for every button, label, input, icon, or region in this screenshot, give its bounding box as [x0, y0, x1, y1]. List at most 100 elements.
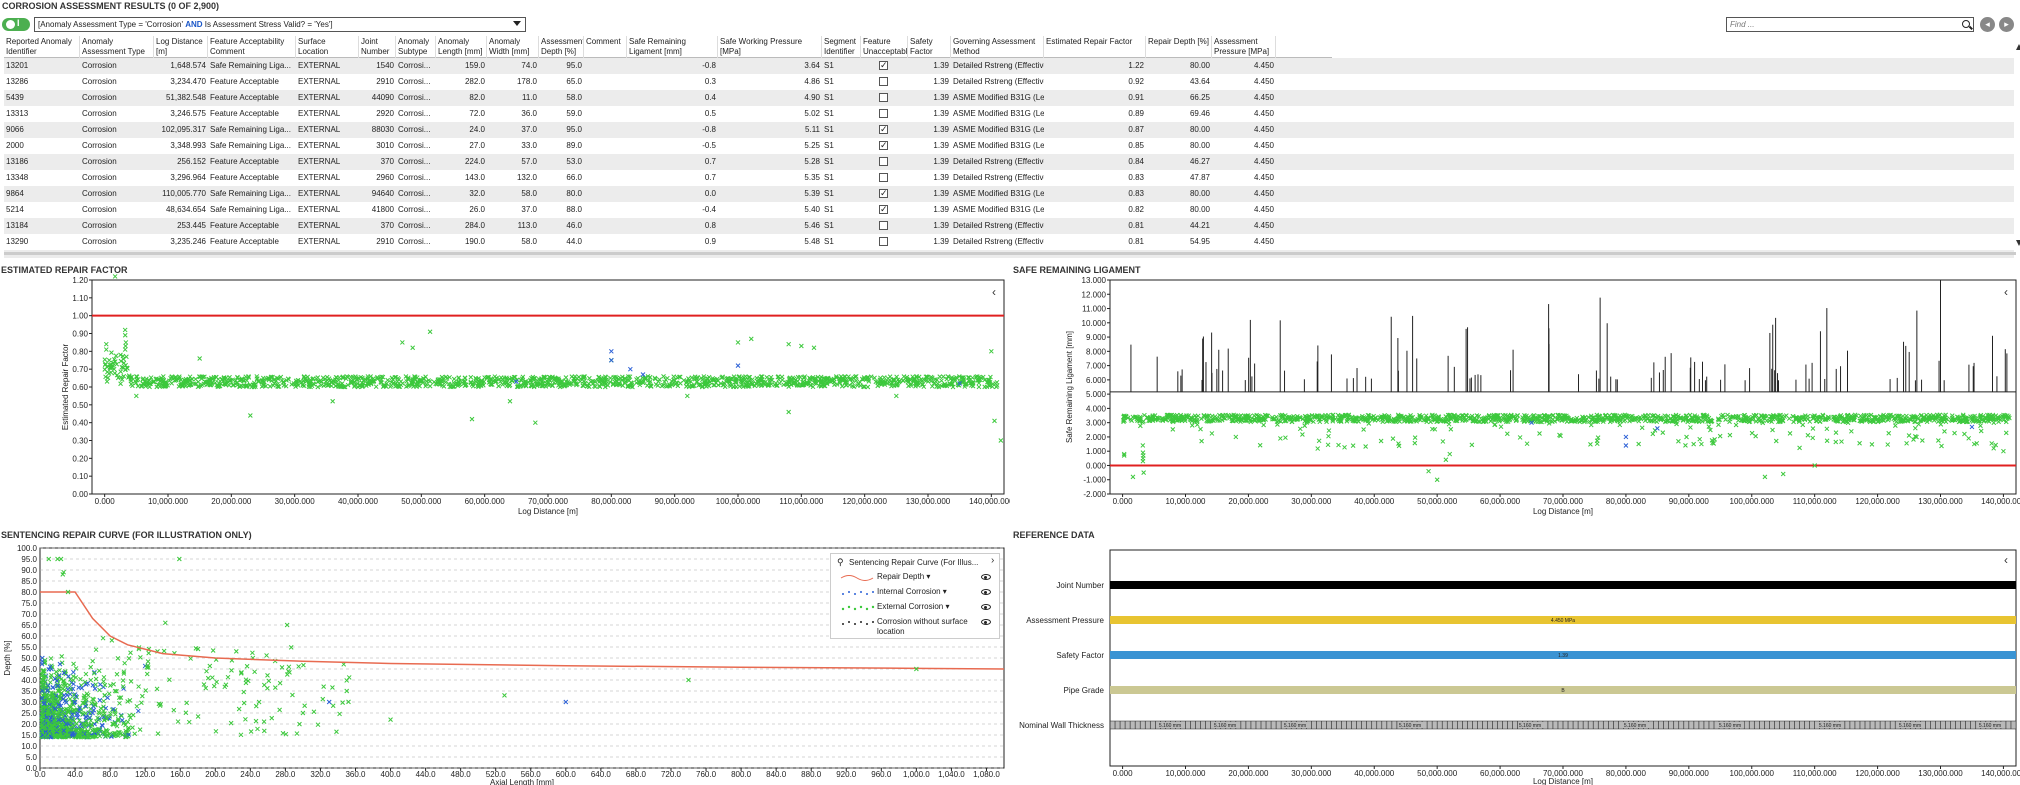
feature-unacceptable-checkbox[interactable] — [879, 173, 888, 182]
table-row[interactable]: 13290 Corrosion 3,235.246 Feature Acceptabl… — [4, 234, 2014, 250]
table-row[interactable]: 13186 Corrosion 256.152 Feature Acceptable E… — [4, 154, 2014, 170]
corrosion-point — [130, 725, 135, 730]
column-header[interactable]: Feature Acceptability Comment — [208, 36, 296, 58]
feature-unacceptable-checkbox[interactable] — [879, 77, 888, 86]
external-corrosion-point — [1569, 417, 1575, 422]
column-header[interactable]: Safety Factor — [908, 36, 951, 58]
column-header[interactable]: Anomaly Subtype — [396, 36, 436, 58]
eye-icon[interactable] — [981, 604, 991, 610]
column-header[interactable]: Comment — [584, 36, 627, 58]
table-row[interactable]: 13348 Corrosion 3,296.964 Feature Acceptabl… — [4, 170, 2014, 186]
table-cell: S1 — [824, 221, 834, 230]
table-row[interactable]: 5439 Corrosion 51,382.548 Feature Acceptabl… — [4, 90, 2014, 106]
external-corrosion-point — [832, 382, 837, 388]
column-header[interactable]: Surface Location — [296, 36, 359, 58]
feature-unacceptable-checkbox[interactable] — [879, 93, 888, 102]
chevron-right-icon[interactable]: › — [991, 555, 995, 566]
eye-icon[interactable] — [981, 619, 991, 625]
table-header: Reported Anomaly Identifier Anomaly Asses… — [4, 36, 1332, 58]
feature-unacceptable-checkbox[interactable] — [879, 221, 888, 230]
collapse-right-button[interactable]: ▸ — [1999, 17, 2014, 32]
table-row[interactable]: 9864 Corrosion 110,005.770 Safe Remaining L… — [4, 186, 2014, 202]
search-icon[interactable] — [1962, 20, 1970, 28]
table-cell: 4.450 — [1253, 109, 1274, 118]
external-corrosion-point — [261, 719, 267, 724]
legend-no-surface[interactable]: Corrosion without surface location — [877, 617, 968, 636]
table-row[interactable]: 2000 Corrosion 3,348.993 Safe Remaining Lig… — [4, 138, 2014, 154]
external-corrosion-point — [1238, 417, 1244, 422]
legend-repair-depth[interactable]: Repair Depth ▾ — [877, 572, 931, 581]
chevron-left-icon[interactable]: ‹ — [2004, 285, 2008, 299]
collapse-left-button[interactable]: ◂ — [1980, 17, 1995, 32]
table-row[interactable]: 13201 Corrosion 1,648.574 Safe Remaining Li… — [4, 58, 2014, 74]
column-header[interactable]: Governing Assessment Method — [951, 36, 1044, 58]
external-corrosion-point — [139, 384, 144, 389]
column-header[interactable]: Safe Working Pressure [MPa] — [718, 36, 822, 58]
column-header[interactable]: Safe Remaining Ligament [mm] — [627, 36, 718, 58]
filter-toggle[interactable]: I — [2, 18, 30, 31]
y-tick-label: 4.000 — [1086, 404, 1107, 413]
feature-unacceptable-checkbox[interactable]: ✓ — [879, 188, 888, 198]
feature-unacceptable-checkbox[interactable] — [879, 109, 888, 118]
external-corrosion-point — [283, 383, 289, 389]
column-header[interactable]: Estimated Repair Factor — [1044, 36, 1146, 58]
chevron-left-icon[interactable]: ‹ — [992, 285, 996, 299]
estimated-repair-factor-chart[interactable]: 0.000.100.200.300.400.500.600.700.800.90… — [0, 272, 1010, 522]
table-row[interactable]: 5214 Corrosion 48,634.654 Safe Remaining Li… — [4, 202, 2014, 218]
external-corrosion-point — [1377, 414, 1382, 420]
legend-external-corrosion[interactable]: External Corrosion ▾ — [877, 602, 950, 611]
table-scrollbar[interactable] — [2016, 36, 2020, 254]
column-header[interactable]: Assessment Depth [%] — [541, 36, 584, 58]
x-tick-label: 1,040.0 — [938, 770, 965, 779]
table-cell: 5.46 — [804, 221, 820, 230]
table-row[interactable]: 13313 Corrosion 3,246.575 Feature Acceptabl… — [4, 106, 2014, 122]
column-header[interactable]: Reported Anomaly Identifier — [4, 36, 80, 58]
external-corrosion-point — [197, 356, 203, 361]
external-corrosion-point — [1938, 422, 1944, 427]
filter-expression-dropdown[interactable]: [Anomaly Assessment Type = 'Corrosion' A… — [34, 17, 526, 32]
external-corrosion-point — [336, 378, 342, 383]
feature-unacceptable-checkbox[interactable]: ✓ — [879, 140, 888, 150]
series-1 — [1529, 420, 1975, 448]
table-row[interactable]: 13286 Corrosion 3,234.470 Feature Acceptabl… — [4, 74, 2014, 90]
corrosion-point — [101, 698, 107, 704]
column-header[interactable]: Anomaly Assessment Type — [80, 36, 154, 58]
external-corrosion-point — [261, 682, 267, 688]
feature-unacceptable-checkbox[interactable]: ✓ — [879, 204, 888, 214]
column-header[interactable]: Log Distance [m] — [154, 36, 208, 58]
column-header[interactable]: Segment Identifier — [822, 36, 861, 58]
legend-internal-corrosion[interactable]: Internal Corrosion ▾ — [877, 587, 947, 596]
external-corrosion-point — [1311, 419, 1316, 425]
column-header[interactable]: Feature Unacceptable — [863, 36, 908, 58]
feature-unacceptable-checkbox[interactable]: ✓ — [879, 60, 888, 70]
feature-unacceptable-checkbox[interactable]: ✓ — [879, 124, 888, 134]
column-header[interactable]: Repair Depth [%] — [1146, 36, 1212, 58]
external-corrosion-point — [112, 359, 118, 364]
x-tick-label: 880.0 — [801, 770, 822, 779]
x-tick-label: 560.0 — [521, 770, 542, 779]
external-corrosion-point — [440, 377, 445, 383]
column-header[interactable]: Anomaly Width [mm] — [487, 36, 539, 58]
find-input[interactable]: Find ... — [1726, 17, 1974, 32]
external-corrosion-point — [211, 683, 217, 689]
external-corrosion-point — [746, 374, 752, 380]
eye-icon[interactable] — [981, 574, 991, 580]
table-row[interactable]: 9066 Corrosion 102,095.317 Safe Remaining L… — [4, 122, 2014, 138]
safe-remaining-ligament-chart[interactable]: -2.000-1.0000.0001.0002.0003.0004.0005.0… — [1010, 272, 2020, 522]
table-horizontal-scrollbar[interactable] — [4, 252, 2016, 255]
chevron-left-icon[interactable]: ‹ — [2004, 553, 2008, 567]
feature-unacceptable-checkbox[interactable] — [879, 157, 888, 166]
external-corrosion-point — [202, 379, 208, 384]
feature-unacceptable-checkbox[interactable] — [879, 237, 888, 246]
external-corrosion-point — [1861, 412, 1867, 418]
column-header[interactable]: Anomaly Length [mm] — [436, 36, 487, 58]
external-corrosion-point — [1242, 413, 1248, 419]
column-header[interactable]: Assessment Pressure [MPa] — [1212, 36, 1276, 58]
column-header[interactable]: Joint Number — [359, 36, 396, 58]
external-corrosion-point — [1564, 413, 1569, 419]
table-row[interactable]: 13184 Corrosion 253.445 Feature Acceptable E… — [4, 218, 2014, 234]
eye-icon[interactable] — [981, 589, 991, 595]
external-corrosion-point — [276, 384, 282, 389]
pin-icon[interactable]: ⚲ — [837, 557, 844, 567]
